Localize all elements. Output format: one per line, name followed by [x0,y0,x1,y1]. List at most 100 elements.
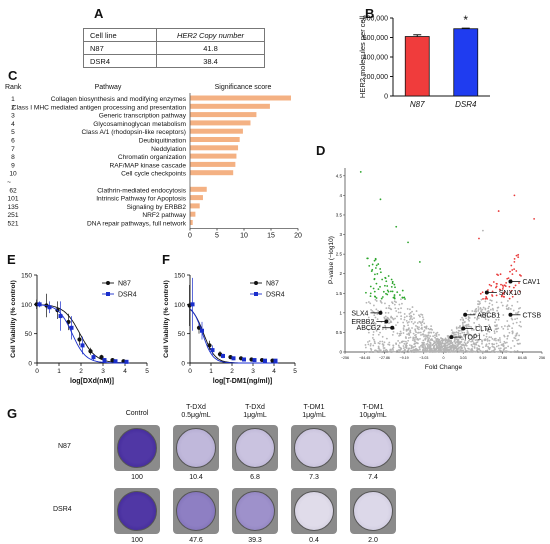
data-point [486,349,489,352]
data-point [379,331,381,334]
data-point [501,284,504,287]
data-point [464,347,467,350]
data-point [397,344,400,347]
data-point [503,334,506,337]
data-point [491,337,494,340]
data-point [400,315,403,318]
data-point [438,345,441,347]
data-point [425,335,427,338]
data-point [102,358,107,363]
data-point [58,314,63,319]
data-point [437,339,440,342]
data-point [420,326,423,329]
data-point [473,316,476,319]
colony-well [350,425,396,471]
colony-well [173,488,219,534]
data-point [491,307,494,310]
data-point [473,346,476,348]
data-point [391,333,394,336]
data-point [481,291,484,294]
data-point [412,346,415,348]
data-point [482,334,485,337]
data-point [491,312,494,315]
data-point [410,314,412,317]
data-point [488,342,491,345]
chart-c-pathway-significance: Rank Pathway Significance score 1 Collagen b… [5,84,302,240]
data-point [415,325,417,327]
data-point [453,331,456,334]
data-point [395,342,397,345]
pathway-label: Class A/1 (rhodopsin-like receptors) [82,129,186,136]
table-cell: DSR4 [83,54,157,68]
pathway-bar [190,103,270,109]
data-point [385,337,388,340]
rank-label: 101 [7,196,18,203]
data-point [505,347,508,349]
data-point [435,343,438,346]
data-point [384,349,387,352]
data-point [388,344,391,346]
data-point [406,321,409,324]
data-point [450,329,453,332]
y-tick-label: 1 [339,310,342,315]
data-point [497,313,500,316]
data-point [372,333,375,336]
gene-point [508,312,513,317]
data-point [468,325,471,328]
data-point [373,351,376,353]
data-point [400,347,403,350]
data-point [490,284,493,287]
data-point [496,324,498,326]
legend-marker [254,281,258,285]
data-point [449,341,452,344]
panel-letter-g: G [7,406,18,421]
data-point [511,273,514,276]
data-point [471,310,474,312]
well-stain [235,428,275,468]
data-point [488,330,491,333]
rank-label: 4 [11,121,15,128]
data-point [390,349,393,351]
data-point [491,294,493,296]
data-point [497,344,500,347]
data-point [379,340,381,343]
data-point [379,325,381,328]
data-point [515,312,517,315]
data-point [485,296,488,298]
data-point [463,341,466,344]
data-point [515,254,518,257]
data-point [457,329,460,332]
data-point [402,347,405,350]
data-point [451,331,454,334]
data-point [454,338,457,341]
data-point [466,341,469,343]
data-point [397,308,400,310]
y-tick-label: 100 [21,302,32,309]
data-point [496,309,499,312]
data-point [509,270,511,273]
data-point [410,347,413,350]
data-point [374,258,377,261]
x-tick-label: DSR4 [455,100,477,109]
data-point [373,314,376,317]
data-point [470,326,473,328]
x-tick-label: 4 [272,368,276,375]
data-point [402,321,405,324]
data-point [471,335,473,338]
data-point [471,328,473,331]
data-point [477,300,479,303]
data-point [508,331,511,334]
x-tick-label: 10 [240,233,248,240]
data-point [369,295,372,298]
data-point [440,339,443,342]
data-point [473,310,476,313]
data-point [425,349,428,352]
data-point [516,339,518,342]
data-point [455,350,457,353]
data-point [459,334,462,337]
data-point [392,318,395,321]
data-point [406,333,409,336]
data-point [418,314,420,317]
data-point [113,359,118,364]
data-point [382,290,385,293]
